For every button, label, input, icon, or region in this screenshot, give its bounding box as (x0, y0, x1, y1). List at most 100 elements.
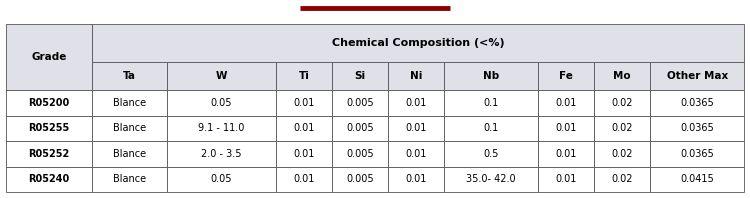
Bar (167, 90, 276, 116)
Text: Blance: Blance (113, 123, 146, 133)
Bar (6, 116, 92, 141)
Text: Chemical Composition (<%): Chemical Composition (<%) (332, 38, 505, 48)
Text: 0.01: 0.01 (555, 149, 577, 159)
Text: Grade: Grade (32, 52, 67, 62)
Text: 0.1: 0.1 (484, 98, 499, 108)
Text: Ni: Ni (410, 71, 422, 81)
Text: Blance: Blance (113, 98, 146, 108)
Text: 0.005: 0.005 (346, 174, 374, 184)
Text: 2.0 - 3.5: 2.0 - 3.5 (201, 149, 242, 159)
Bar (92, 141, 167, 167)
Text: 0.0365: 0.0365 (680, 98, 714, 108)
Text: 0.02: 0.02 (611, 149, 633, 159)
Text: 0.01: 0.01 (406, 123, 427, 133)
Text: 0.05: 0.05 (211, 174, 232, 184)
Text: 0.01: 0.01 (555, 98, 577, 108)
Text: 0.01: 0.01 (293, 98, 314, 108)
Bar (444, 90, 538, 116)
Bar (444, 62, 538, 90)
Bar (538, 116, 594, 141)
Text: 0.005: 0.005 (346, 98, 374, 108)
Bar (167, 62, 276, 90)
Text: 0.02: 0.02 (611, 174, 633, 184)
Text: 0.01: 0.01 (406, 98, 427, 108)
Bar (538, 90, 594, 116)
Bar (276, 167, 332, 192)
Text: 0.01: 0.01 (555, 174, 577, 184)
Text: 0.0415: 0.0415 (680, 174, 714, 184)
Bar (538, 167, 594, 192)
Bar (332, 90, 388, 116)
Text: 0.05: 0.05 (211, 98, 232, 108)
Bar (388, 141, 444, 167)
Text: 0.01: 0.01 (293, 149, 314, 159)
Bar (6, 141, 92, 167)
Bar (650, 62, 744, 90)
Bar (388, 90, 444, 116)
Bar (538, 141, 594, 167)
Text: Fe: Fe (559, 71, 573, 81)
Bar (332, 141, 388, 167)
Text: 0.01: 0.01 (555, 123, 577, 133)
Text: R05240: R05240 (28, 174, 70, 184)
Bar (276, 62, 332, 90)
Text: Blance: Blance (113, 174, 146, 184)
Text: 0.005: 0.005 (346, 123, 374, 133)
Bar (444, 116, 538, 141)
Bar (276, 116, 332, 141)
Text: Si: Si (355, 71, 365, 81)
Text: R05200: R05200 (28, 98, 70, 108)
Bar (92, 90, 167, 116)
Bar (650, 141, 744, 167)
Text: Blance: Blance (113, 149, 146, 159)
Text: Other Max: Other Max (667, 71, 728, 81)
Text: 0.01: 0.01 (406, 149, 427, 159)
Bar (388, 62, 444, 90)
Text: W: W (216, 71, 227, 81)
Bar (388, 116, 444, 141)
Bar (444, 141, 538, 167)
Text: 9.1 - 11.0: 9.1 - 11.0 (198, 123, 244, 133)
Text: Nb: Nb (483, 71, 500, 81)
Bar (92, 62, 167, 90)
Bar (167, 116, 276, 141)
Bar (92, 24, 744, 62)
Bar (650, 90, 744, 116)
Text: 35.0- 42.0: 35.0- 42.0 (466, 174, 516, 184)
Bar (6, 24, 92, 90)
Bar (594, 116, 650, 141)
Bar (444, 167, 538, 192)
Text: 0.1: 0.1 (484, 123, 499, 133)
Bar (594, 141, 650, 167)
Text: R05252: R05252 (28, 149, 70, 159)
Bar (332, 167, 388, 192)
Text: 0.02: 0.02 (611, 123, 633, 133)
Bar (6, 90, 92, 116)
Text: Ta: Ta (123, 71, 136, 81)
Text: 0.0365: 0.0365 (680, 149, 714, 159)
Text: 0.0365: 0.0365 (680, 123, 714, 133)
Bar (650, 167, 744, 192)
Bar (6, 167, 92, 192)
Bar (92, 116, 167, 141)
Text: 0.01: 0.01 (293, 174, 314, 184)
Text: 0.005: 0.005 (346, 149, 374, 159)
Text: Ti: Ti (298, 71, 309, 81)
Bar (594, 167, 650, 192)
Bar (332, 116, 388, 141)
Bar (167, 167, 276, 192)
Bar (594, 90, 650, 116)
Text: 0.5: 0.5 (484, 149, 499, 159)
Bar (388, 167, 444, 192)
Text: 0.01: 0.01 (293, 123, 314, 133)
Bar (276, 141, 332, 167)
Bar (650, 116, 744, 141)
Text: 0.01: 0.01 (406, 174, 427, 184)
Text: 0.02: 0.02 (611, 98, 633, 108)
Text: R05255: R05255 (28, 123, 70, 133)
Bar (538, 62, 594, 90)
Bar (92, 167, 167, 192)
Bar (167, 141, 276, 167)
Bar (276, 90, 332, 116)
Bar (332, 62, 388, 90)
